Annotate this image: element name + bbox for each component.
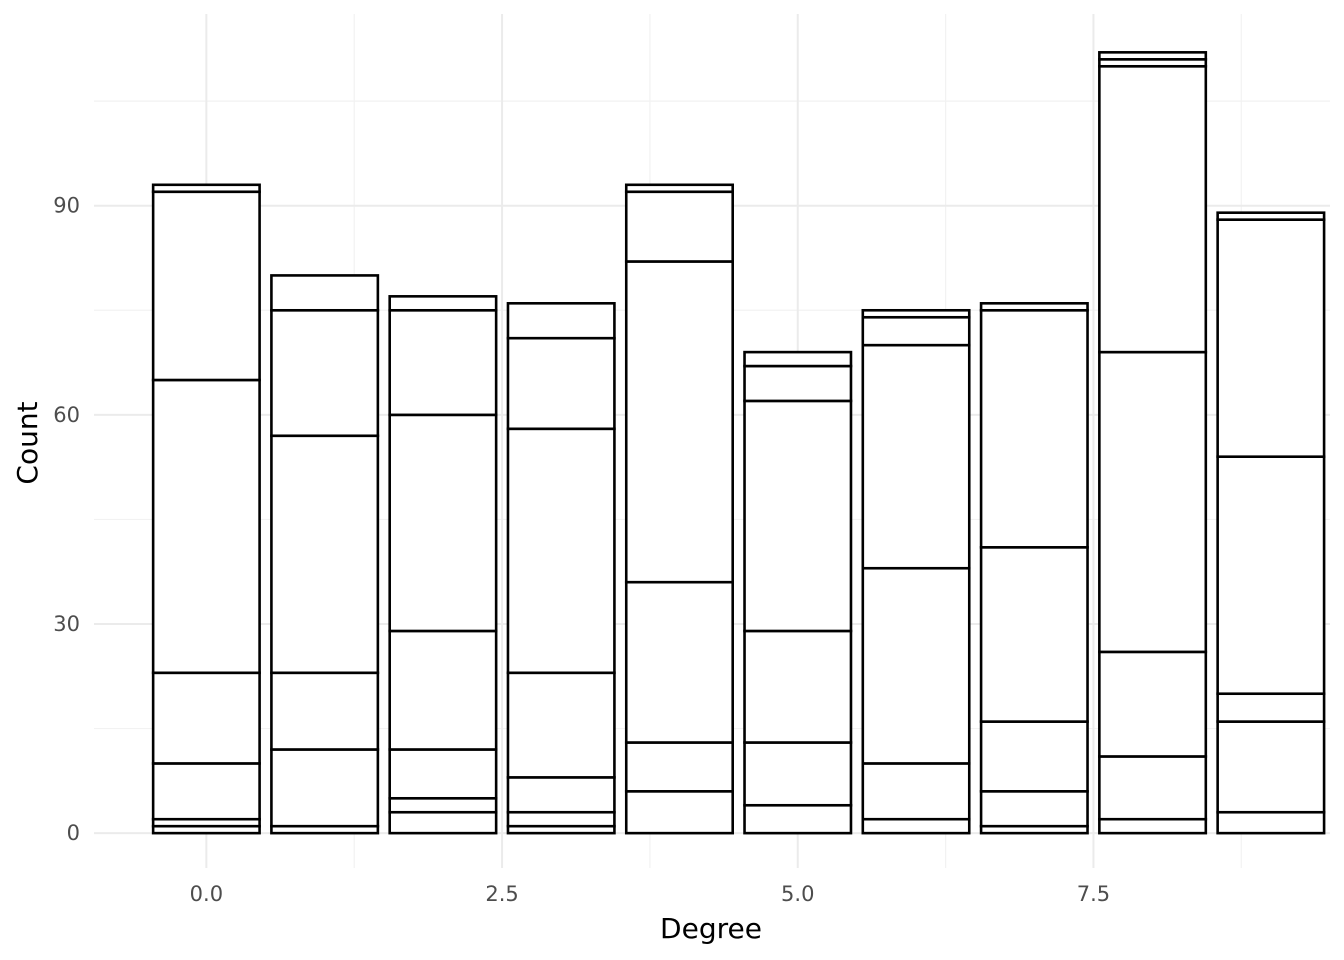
bar-segment: [1098, 650, 1208, 758]
y-tick-label: 30: [53, 612, 80, 636]
bar-segment: [743, 364, 853, 403]
x-tick-label: 2.5: [485, 882, 518, 906]
bar-segment: [270, 308, 380, 438]
bar-segment: [624, 190, 734, 263]
bar-segment: [151, 762, 261, 821]
bar-stack: [979, 302, 1089, 835]
bar-segment: [979, 790, 1089, 828]
bar-segment: [624, 741, 734, 793]
bar-segment: [506, 671, 616, 779]
bar-segment: [979, 720, 1089, 793]
bar-segment: [506, 810, 616, 828]
y-tick-label: 0: [67, 821, 80, 845]
bar-segment: [979, 308, 1089, 549]
bar-stack: [388, 295, 498, 835]
bar-segment: [388, 810, 498, 835]
x-tick-label: 7.5: [1077, 882, 1110, 906]
x-tick-label: 5.0: [781, 882, 814, 906]
bar-segment: [506, 302, 616, 340]
bar-segment: [861, 817, 971, 835]
bar-segment: [861, 566, 971, 765]
bar-segment: [1098, 817, 1208, 835]
bar-segment: [388, 748, 498, 800]
bar-segment: [506, 776, 616, 814]
bar-stack: [151, 183, 261, 835]
bar-stack: [270, 274, 380, 835]
bar-stack: [1098, 51, 1208, 835]
bar-segment: [861, 315, 971, 347]
bar-segment: [151, 190, 261, 382]
bar-segment: [506, 427, 616, 675]
bar-segment: [506, 336, 616, 431]
x-axis-title: Degree: [660, 912, 762, 945]
bar-segment: [1098, 350, 1208, 654]
y-axis-title: Count: [11, 401, 44, 484]
bars-layer: [151, 51, 1326, 835]
bar-segment: [624, 260, 734, 584]
bar-segment: [979, 546, 1089, 723]
ticks-layer: 0.0 2.5 5.0 7.5 0 30 60 90: [53, 194, 1110, 906]
bar-stack: [506, 302, 616, 835]
bar-segment: [270, 748, 380, 828]
bar-segment: [1098, 64, 1208, 354]
bar-stack: [743, 350, 853, 835]
bar-segment: [388, 629, 498, 751]
bar-segment: [861, 308, 971, 319]
bar-segment: [743, 399, 853, 633]
bar-segment: [624, 790, 734, 835]
bar-segment: [979, 302, 1089, 312]
bar-segment: [1098, 755, 1208, 821]
bar-segment: [861, 762, 971, 821]
bar-segment: [1216, 720, 1326, 814]
bar-segment: [1216, 218, 1326, 458]
bar-segment: [151, 671, 261, 765]
bar-segment: [270, 434, 380, 675]
bar-segment: [1098, 51, 1208, 61]
bar-segment: [388, 413, 498, 633]
bar-segment: [270, 274, 380, 312]
bar-segment: [743, 803, 853, 835]
y-tick-label: 60: [53, 403, 80, 427]
bar-segment: [388, 796, 498, 814]
bar-segment: [624, 183, 734, 194]
bar-segment: [1216, 455, 1326, 696]
bar-stack: [861, 308, 971, 835]
bar-segment: [743, 741, 853, 807]
bar-stack: [1216, 211, 1326, 835]
bar-segment: [743, 350, 853, 368]
bar-segment: [1216, 810, 1326, 835]
bar-segment: [1216, 692, 1326, 723]
bar-segment: [388, 308, 498, 417]
bar-segment: [388, 295, 498, 312]
bar-segment: [270, 671, 380, 751]
bar-segment: [861, 343, 971, 570]
bar-segment: [743, 629, 853, 744]
bar-segment: [151, 378, 261, 675]
y-tick-label: 90: [53, 194, 80, 218]
bar-stack: [624, 183, 734, 835]
bar-segment: [1216, 211, 1326, 221]
bar-segment: [151, 183, 261, 194]
bar-segment: [624, 580, 734, 744]
x-tick-label: 0.0: [190, 882, 223, 906]
